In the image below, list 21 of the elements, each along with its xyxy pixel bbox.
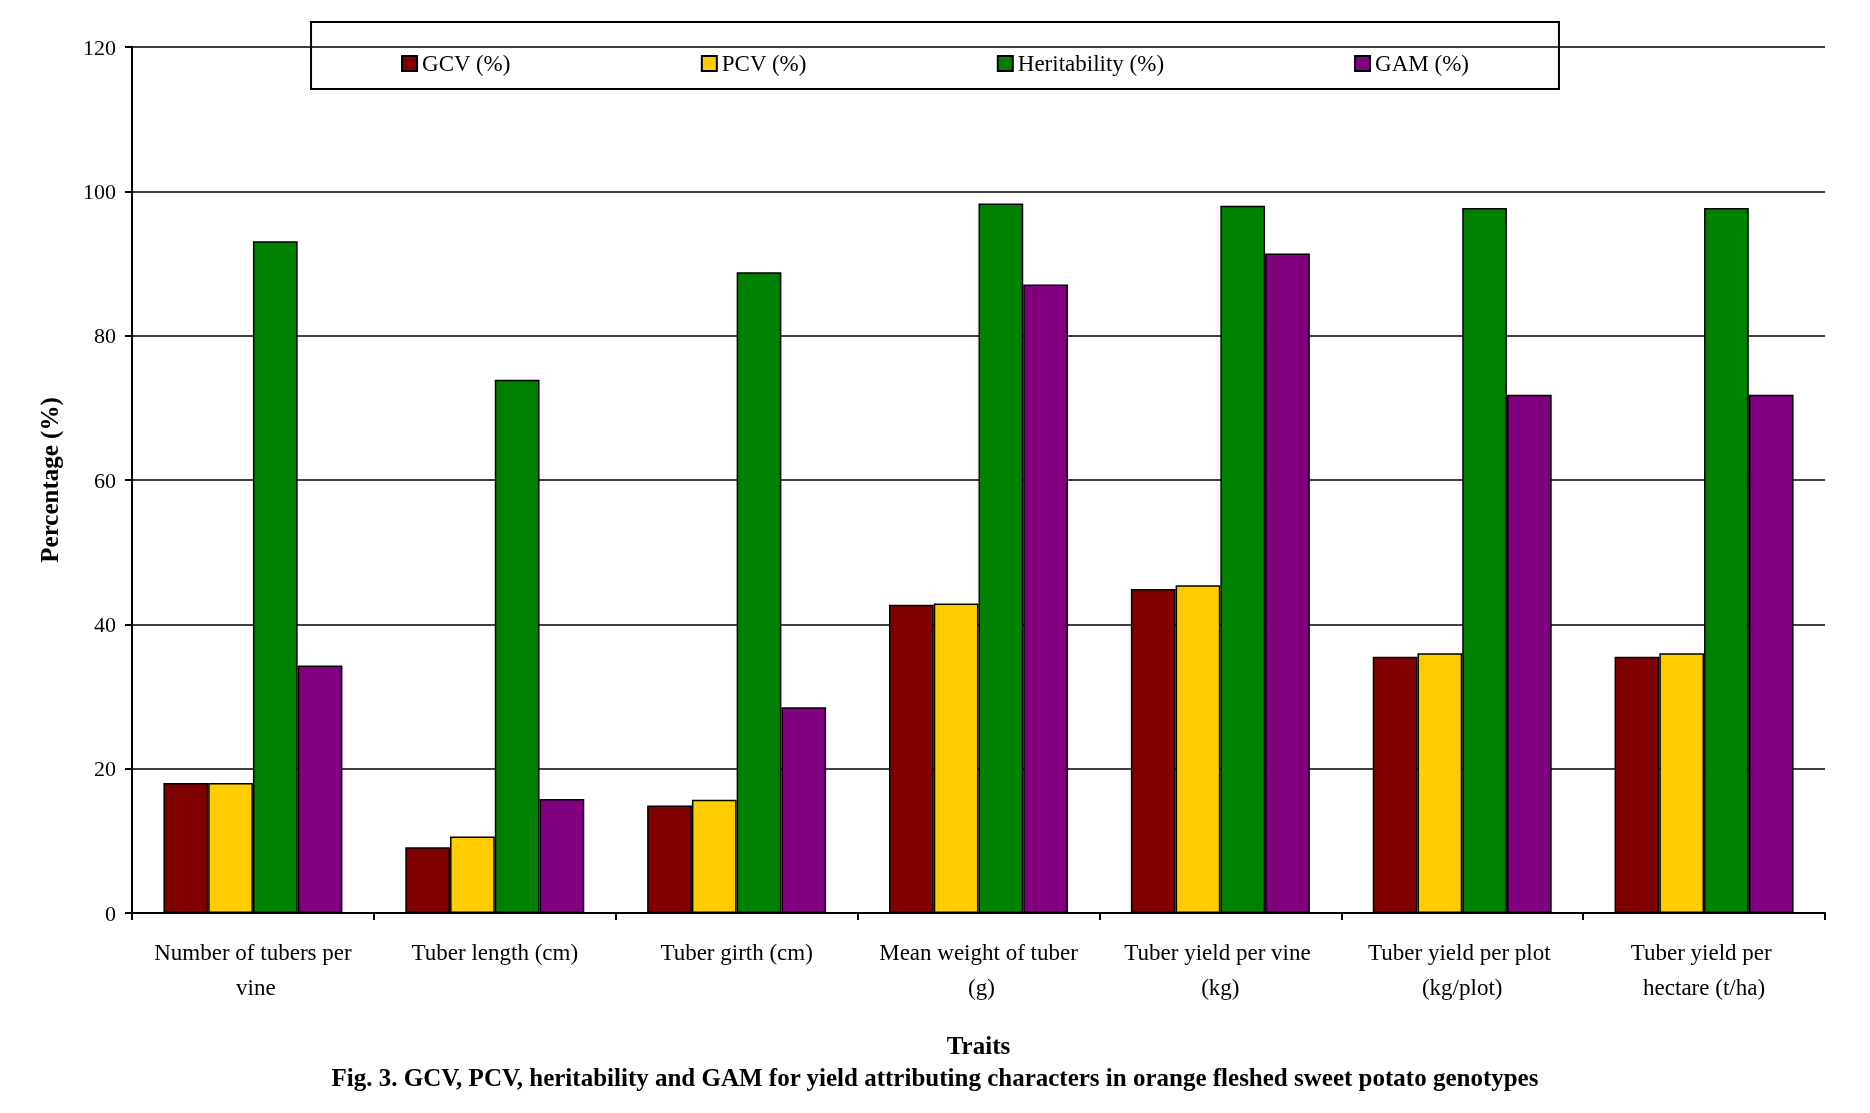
x-tick-label: Tuber yield per plot (kg/plot) [1368, 940, 1557, 1000]
text: Fig. 3. GCV, PCV, heritability and GAM for yield attributing characters in orange fleshed sweet potato genotypes [331, 1064, 1539, 1091]
x-tick-label: Mean weight of tuber (g) [879, 940, 1079, 1000]
legend-label: Heritability (%) [1017, 51, 1165, 76]
legend-label: PCV (%) [721, 51, 807, 76]
y-tick-label: 40 [94, 611, 116, 637]
y-axis-title: Percentage (%) [36, 397, 64, 563]
y-tick-label: 80 [94, 323, 116, 349]
y-tick-label: 0 [105, 900, 116, 926]
x-tick-label: Tuber yield per vine (kg) [1124, 940, 1317, 1000]
y-tick-label: 60 [94, 467, 116, 493]
y-tick-label: 20 [94, 756, 116, 782]
y-tick-label: 120 [83, 34, 116, 60]
x-tick-label: Tuber yield per hectare (t/ha) [1630, 940, 1778, 1000]
x-tick-label: Number of tubers per vine [154, 940, 352, 1000]
legend-label: GCV (%) [422, 51, 511, 76]
x-axis-title: Traits [946, 1032, 1011, 1059]
legend-label: GAM (%) [1375, 51, 1469, 76]
y-tick-label: 100 [83, 178, 116, 204]
x-tick-label: Tuber length (cm) [411, 940, 579, 965]
x-tick-label: Tuber girth (cm) [660, 940, 813, 965]
